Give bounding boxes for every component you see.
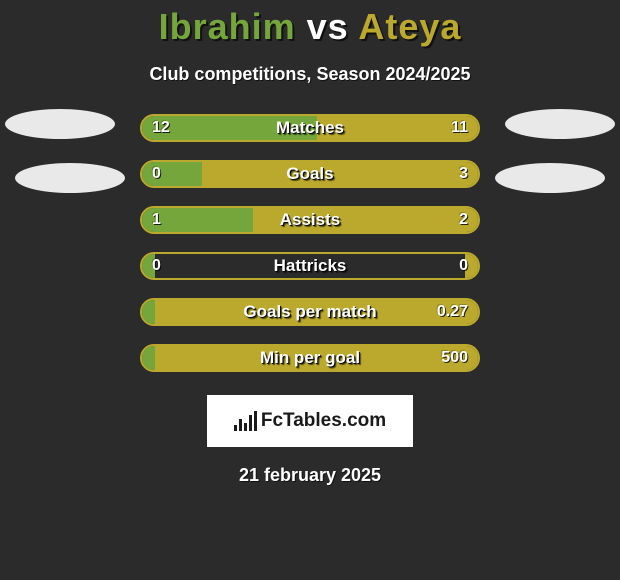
- stat-value-right: 2: [447, 206, 480, 234]
- comparison-bars: 1211Matches03Goals12Assists00Hattricks0.…: [0, 109, 620, 385]
- stat-value-left: [140, 298, 164, 326]
- brand-text: FcTables.com: [261, 410, 386, 432]
- stat-value-right: 3: [447, 160, 480, 188]
- title-player1: Ibrahim: [159, 6, 296, 47]
- stat-value-left: 0: [140, 160, 173, 188]
- stat-value-left: 1: [140, 206, 173, 234]
- stat-value-left: [140, 344, 164, 372]
- stat-row: 03Goals: [0, 155, 620, 201]
- date-line: 21 february 2025: [0, 465, 620, 486]
- stat-value-right: 0.27: [425, 298, 480, 326]
- stat-bar: [140, 206, 480, 234]
- title-vs: vs: [307, 6, 349, 47]
- stat-row: 00Hattricks: [0, 247, 620, 293]
- stat-bar: [140, 114, 480, 142]
- stat-bar: [140, 252, 480, 280]
- title-wrap: Ibrahim vs Ateya: [0, 0, 620, 48]
- stat-value-left: 0: [140, 252, 173, 280]
- stat-bar-right-fill: [253, 208, 478, 232]
- page-title: Ibrahim vs Ateya: [159, 6, 462, 48]
- stat-bar-right-fill: [202, 162, 478, 186]
- page-root: Ibrahim vs Ateya Club competitions, Seas…: [0, 0, 620, 580]
- subtitle: Club competitions, Season 2024/2025: [0, 64, 620, 85]
- stat-row: 12Assists: [0, 201, 620, 247]
- stat-bar: [140, 160, 480, 188]
- stat-row: 500Min per goal: [0, 339, 620, 385]
- stat-row: 0.27Goals per match: [0, 293, 620, 339]
- stat-value-left: 12: [140, 114, 182, 142]
- stat-value-right: 0: [447, 252, 480, 280]
- footer-badge[interactable]: FcTables.com: [207, 395, 413, 447]
- brand-logo: FcTables.com: [234, 410, 386, 432]
- chart-icon: [234, 411, 257, 431]
- title-player2: Ateya: [358, 6, 461, 47]
- stat-value-right: 500: [429, 344, 480, 372]
- stat-row: 1211Matches: [0, 109, 620, 155]
- stat-value-right: 11: [439, 114, 480, 142]
